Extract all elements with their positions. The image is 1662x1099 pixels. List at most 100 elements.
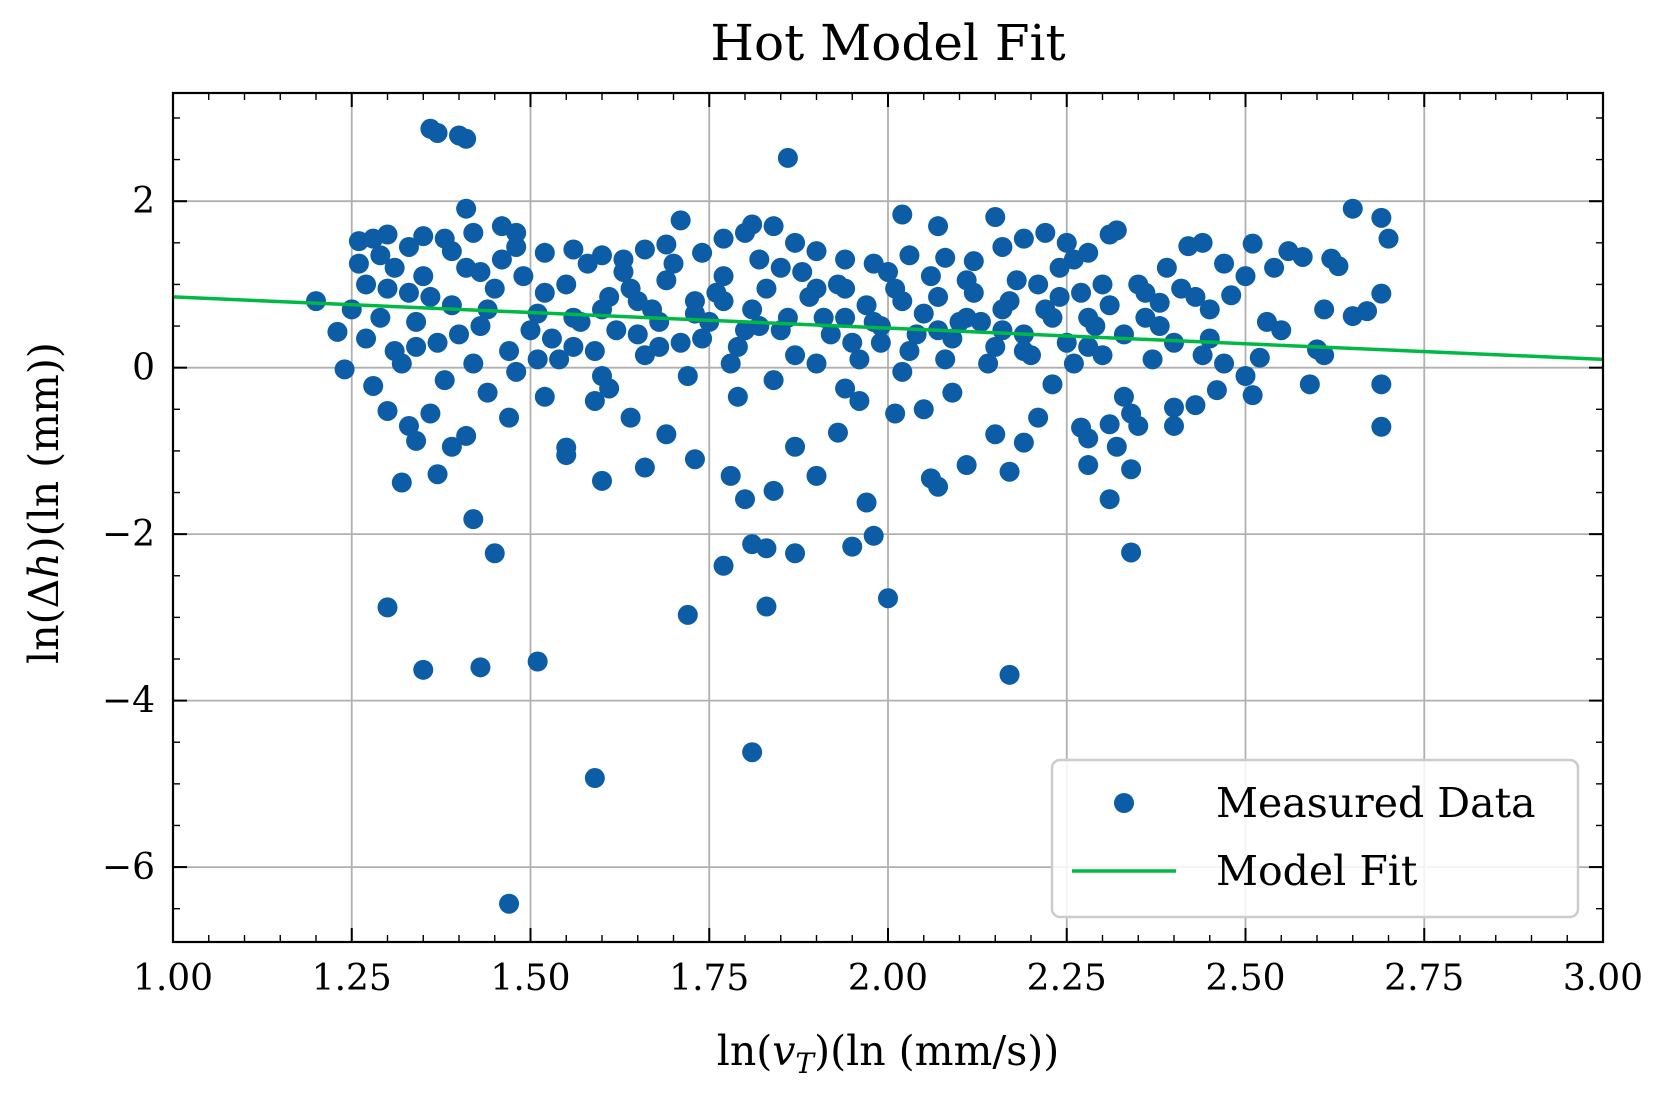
data-point [1142,349,1163,370]
data-point [978,353,999,374]
data-point [1013,228,1034,249]
data-point [1242,233,1263,254]
data-point [584,390,605,411]
data-point [563,239,584,260]
data-point [1135,307,1156,328]
data-point [1106,436,1127,457]
data-point [434,370,455,391]
data-point [806,465,827,486]
data-point [391,353,412,374]
x-tick-label: 1.25 [312,958,392,999]
legend-box [1050,758,1580,919]
data-point [999,664,1020,685]
data-point [470,316,491,337]
data-point [813,307,834,328]
data-point [1292,246,1313,267]
data-point [1314,299,1335,320]
data-point [892,291,913,312]
data-point [477,382,498,403]
data-point [749,316,770,337]
tick-labels: 1.00 1.25 1.50 1.75 2.00 2.25 2.50 2.75 3.00 2 0 −2… [102,181,1643,999]
x-label-pre: ln( [717,1027,773,1075]
data-point [413,659,434,680]
legend-label-measured: Measured Data [1216,779,1536,827]
data-point [513,266,534,287]
data-point [327,321,348,342]
data-point [656,424,677,445]
data-point [956,455,977,476]
data-point [1149,292,1170,313]
x-tick-label: 3.00 [1563,958,1643,999]
data-point [506,236,527,257]
y-axis-label: ln(Δh)(ln (mm)) [20,342,68,664]
data-point [463,509,484,530]
data-point [1121,459,1142,480]
data-point [356,274,377,295]
data-point [963,282,984,303]
data-point [377,400,398,421]
data-point [1156,257,1177,278]
data-point [892,204,913,225]
legend: Measured Data Model Fit [1050,758,1580,919]
axis-ticks [172,93,1604,942]
data-point [1371,283,1392,304]
data-point [534,386,555,407]
data-point [613,261,634,282]
data-point [1078,336,1099,357]
x-label-sub: T [795,1047,816,1080]
data-point [727,336,748,357]
data-point [556,445,577,466]
x-tick-label: 1.00 [133,958,213,999]
data-point [913,399,934,420]
data-point [785,543,806,564]
data-point [592,470,612,491]
data-point [835,307,856,328]
data-point [427,464,448,485]
x-axis-label: ln(vT)(ln (mm/s)) [717,1027,1060,1080]
data-point [684,449,705,470]
data-point [1371,416,1392,437]
data-point [656,270,677,291]
grid-lines [173,93,1603,942]
data-point [863,525,884,546]
x-label-post: )(ln (mm/s)) [814,1027,1059,1075]
data-point [370,245,391,266]
data-point [763,370,784,391]
data-point [377,224,398,245]
data-point [306,291,326,312]
data-point [756,596,777,617]
data-point [663,253,684,274]
chart-title: Hot Model Fit [710,14,1065,72]
data-point [1042,374,1063,395]
data-point [649,311,670,332]
data-point [656,234,677,255]
data-point [420,286,441,307]
data-point [870,332,891,353]
x-label-var: v [772,1027,795,1075]
data-point [913,303,934,324]
data-point [849,349,870,370]
data-point [928,216,949,237]
data-point [441,241,462,262]
data-point [785,232,806,253]
data-point [549,349,570,370]
data-point [413,226,434,247]
data-point [406,336,427,357]
data-point [634,239,655,260]
data-point [484,543,505,564]
data-point [1299,374,1320,395]
data-point [1006,270,1027,291]
data-point [985,424,1006,445]
data-point [563,336,584,357]
data-point [577,253,598,274]
y-tick-label: −6 [102,847,155,888]
data-point [785,436,806,457]
data-point [1342,198,1363,219]
data-point [499,893,520,914]
data-point [541,328,562,349]
data-point [806,353,827,374]
data-point [1214,353,1235,374]
data-point [463,353,484,374]
data-point [820,324,841,345]
